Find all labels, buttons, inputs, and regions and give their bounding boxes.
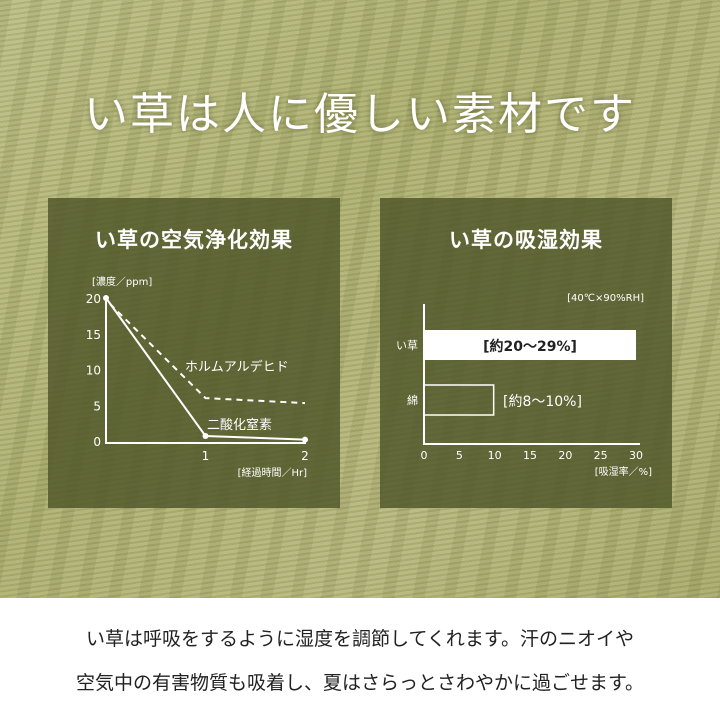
x-tick-label: 1 bbox=[202, 449, 210, 463]
charts-layer: [濃度／ppm] [経過時間／Hr] 0 5 10 15 20 1 2 ホルムアルデヒド二酸化窒素… bbox=[86, 275, 652, 479]
description-line-1: い草は呼吸をするように湿度を調節してくれます。汗のニオイや bbox=[86, 628, 634, 650]
bar-cotton bbox=[423, 384, 495, 416]
y-tick-label: 5 bbox=[93, 399, 101, 413]
y-axis-label: [濃度／ppm] bbox=[92, 275, 152, 288]
y-tick-label: 20 bbox=[86, 292, 101, 306]
data-point bbox=[202, 432, 209, 439]
x-tick-label: 2 bbox=[301, 449, 309, 463]
air-purification-panel: い草の空気浄化効果 bbox=[48, 198, 340, 508]
x-axis-label: [吸湿率／%] bbox=[595, 465, 652, 478]
description-area: い草は呼吸をするように湿度を調節してくれます。汗のニオイや 空気中の有害物質も吸… bbox=[0, 598, 720, 720]
y-tick-label: 10 bbox=[86, 364, 101, 378]
category-label: 綿 bbox=[407, 393, 418, 407]
y-tick-label: 15 bbox=[86, 328, 101, 342]
series-label-formaldehyde: ホルムアルデヒド bbox=[185, 359, 289, 375]
category-label: い草 bbox=[396, 339, 418, 352]
bar-chart-title: い草の吸湿効果 bbox=[449, 228, 603, 252]
x-tick-label: 30 bbox=[629, 449, 643, 462]
x-tick-label: 10 bbox=[488, 449, 502, 462]
x-tick-label: 15 bbox=[523, 449, 537, 462]
bar-igusa bbox=[424, 330, 636, 360]
series-line-formaldehyde bbox=[109, 303, 306, 405]
x-tick-label: 5 bbox=[456, 449, 463, 462]
y-tick-label: 0 bbox=[93, 435, 101, 449]
bar-label-igusa: [約20〜29%] bbox=[483, 338, 577, 355]
line-chart-title: い草の空気浄化効果 bbox=[95, 228, 293, 252]
data-point bbox=[103, 295, 109, 301]
series-label-nitrogen-dioxide: 二酸化窒素 bbox=[207, 417, 272, 433]
condition-label: [40℃×90%RH] bbox=[567, 293, 644, 304]
description-line-2: 空気中の有害物質も吸着し、夏はさらっとさわやかに過ごせます。 bbox=[75, 672, 645, 694]
x-tick-label: 0 bbox=[421, 449, 428, 462]
x-axis-label: [経過時間／Hr] bbox=[238, 466, 308, 479]
bar-label-cotton: [約8〜10%] bbox=[503, 394, 582, 410]
x-tick-label: 25 bbox=[594, 449, 608, 462]
data-point bbox=[302, 436, 308, 443]
page-title: い草は人に優しい素材です bbox=[84, 89, 636, 140]
x-tick-label: 20 bbox=[558, 449, 572, 462]
